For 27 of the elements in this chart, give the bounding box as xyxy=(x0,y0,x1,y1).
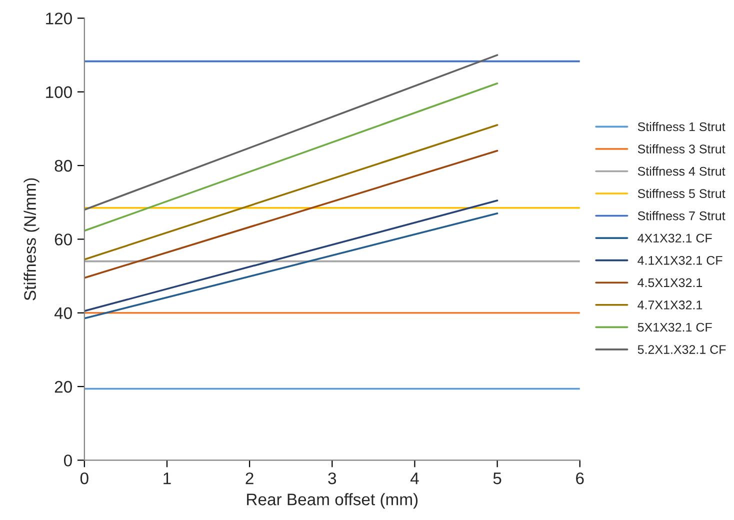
legend-label: 5.2X1.X32.1 CF xyxy=(638,345,726,354)
legend-label: 4.7X1X32.1 xyxy=(638,300,702,310)
x-tick-label: 4 xyxy=(410,472,419,484)
legend-label: 4.5X1X32.1 xyxy=(638,278,702,288)
y-tick-label: 0 xyxy=(64,454,72,466)
x-tick-label: 1 xyxy=(164,472,171,484)
y-axis-title: Stiffness (N/mm) xyxy=(24,178,40,300)
x-tick-label: 3 xyxy=(328,472,336,484)
y-tick-label: 80 xyxy=(54,160,72,172)
y-tick-label: 20 xyxy=(54,380,72,393)
legend-label: 5X1X32.1 CF xyxy=(638,322,712,332)
legend-label: Stiffness 4 Strut xyxy=(638,166,726,176)
legend-label: 4X1X32.1 CF xyxy=(638,234,712,243)
y-tick-label: 120 xyxy=(46,12,72,24)
legend-label: Stiffness 5 Strut xyxy=(638,188,726,198)
x-tick-label: 0 xyxy=(80,472,88,484)
legend-label: Stiffness 3 Strut xyxy=(638,144,726,154)
x-tick-label: 5 xyxy=(493,472,502,484)
x-axis-title: Rear Beam offset (mm) xyxy=(247,493,418,509)
legend-label: Stiffness 1 Strut xyxy=(638,122,726,132)
legend-label: Stiffness 7 Strut xyxy=(638,211,726,220)
y-tick-label: 100 xyxy=(46,86,72,98)
legend-label: 4.1X1X32.1 CF xyxy=(638,256,722,265)
y-tick-label: 60 xyxy=(54,234,72,246)
x-tick-label: 2 xyxy=(246,472,254,484)
x-tick-label: 6 xyxy=(576,472,584,484)
y-tick-label: 40 xyxy=(54,307,72,320)
